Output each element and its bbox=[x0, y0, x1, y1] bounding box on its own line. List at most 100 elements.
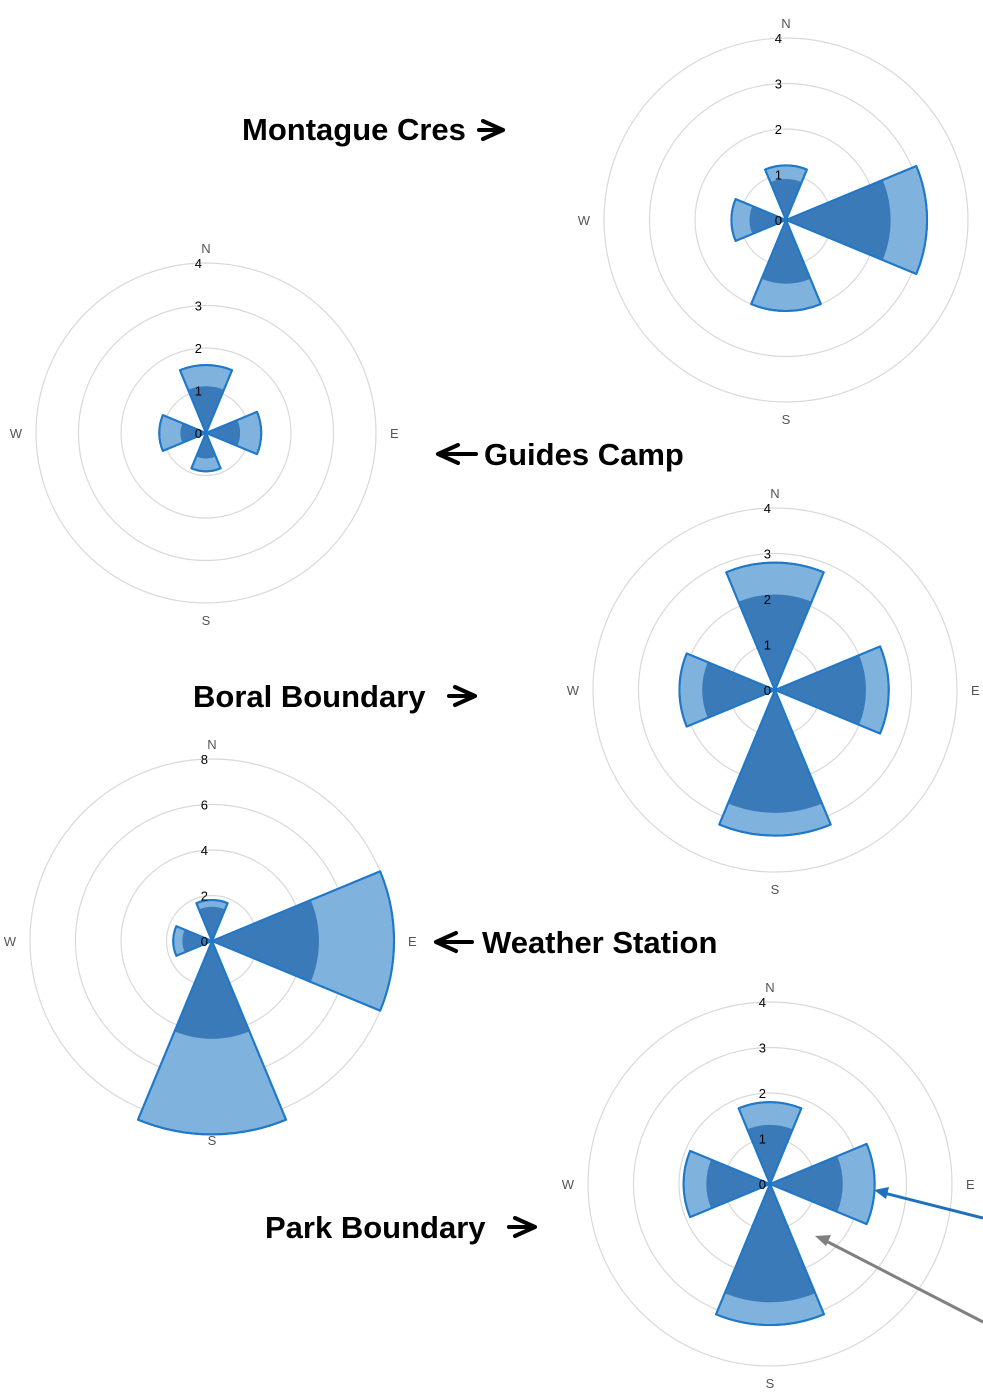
sector-outline-s bbox=[715, 1183, 825, 1327]
grid-ring bbox=[120, 347, 292, 519]
site-label-text: Boral Boundary bbox=[193, 679, 426, 714]
site-label-guides-camp: Guides Camp bbox=[436, 437, 684, 472]
sector-outline-e bbox=[774, 645, 890, 735]
compass-label-w: W bbox=[578, 213, 591, 228]
grid-ring bbox=[35, 262, 377, 604]
compass-label-e: E bbox=[966, 1177, 975, 1192]
compass-label-w: W bbox=[10, 426, 23, 441]
sector-inner-e bbox=[770, 1156, 843, 1212]
radial-tick-label: 0 bbox=[201, 934, 208, 949]
radial-tick-label: 4 bbox=[759, 995, 766, 1010]
sector-inner-s bbox=[196, 433, 216, 459]
radial-tick-label: 2 bbox=[764, 592, 771, 607]
sector-outline-n bbox=[178, 364, 234, 434]
site-label-park-boundary: Park Boundary bbox=[265, 1210, 537, 1245]
arrowhead-icon bbox=[815, 1235, 831, 1246]
sector-outline-n bbox=[195, 899, 229, 942]
grid-ring bbox=[603, 37, 969, 403]
radial-tick-label: 1 bbox=[195, 384, 202, 399]
site-label-text: Park Boundary bbox=[265, 1210, 486, 1245]
compass-label-s: S bbox=[202, 613, 211, 628]
arrowhead-icon bbox=[874, 1187, 889, 1199]
sector-inner-s bbox=[727, 690, 823, 813]
radial-tick-label: 0 bbox=[759, 1177, 766, 1192]
sector-outline-w bbox=[682, 1149, 771, 1219]
radial-tick-label: 3 bbox=[775, 77, 782, 92]
radial-tick-label: 6 bbox=[201, 798, 208, 813]
sector-outline-e bbox=[211, 870, 395, 1012]
sector-outline-e bbox=[205, 410, 263, 456]
radial-tick-label: 1 bbox=[764, 638, 771, 653]
rose-park-boundary: 0 1 2 3 4N E S W bbox=[562, 980, 975, 1391]
radial-tick-label: 1 bbox=[775, 168, 782, 183]
site-label-text: Weather Station bbox=[482, 925, 717, 960]
sector-inner-e bbox=[212, 900, 319, 982]
radial-tick-label: 0 bbox=[195, 426, 202, 441]
sector-inner-s bbox=[724, 1184, 816, 1303]
sector-inner-w bbox=[702, 662, 775, 718]
arrow-right-icon bbox=[477, 119, 505, 141]
radial-tick-label: 2 bbox=[195, 341, 202, 356]
sector-outline-s bbox=[718, 689, 832, 837]
compass-label-n: N bbox=[201, 241, 210, 256]
arrow-left-icon bbox=[436, 443, 478, 465]
sector-inner-s bbox=[761, 220, 811, 284]
radial-tick-label: 3 bbox=[759, 1041, 766, 1056]
pointer-arrow-inner bbox=[825, 1239, 983, 1324]
sector-inner-n bbox=[770, 179, 802, 220]
rose-boral-boundary: 0 1 2 3 4N E S W bbox=[567, 486, 980, 897]
sector-inner-w bbox=[180, 423, 206, 443]
compass-label-e: E bbox=[971, 683, 980, 698]
radial-tick-label: 2 bbox=[775, 122, 782, 137]
grid-ring bbox=[587, 1001, 953, 1367]
arrow-left-icon bbox=[434, 931, 474, 953]
compass-label-s: S bbox=[782, 412, 791, 427]
sector-outline-s bbox=[190, 432, 222, 473]
radial-tick-label: 4 bbox=[764, 501, 771, 516]
sector-inner-n bbox=[747, 1124, 793, 1184]
site-label-text: Montague Cres bbox=[242, 112, 466, 147]
radial-tick-label: 8 bbox=[201, 752, 208, 767]
sector-inner-n bbox=[738, 594, 812, 690]
sector-inner-w bbox=[749, 206, 786, 234]
site-label-text: Guides Camp bbox=[484, 437, 684, 472]
compass-label-w: W bbox=[4, 934, 17, 949]
site-label-weather-station: Weather Station bbox=[434, 925, 717, 960]
sector-outline-s bbox=[750, 219, 822, 312]
sector-outline-e bbox=[769, 1142, 876, 1226]
radial-tick-label: 4 bbox=[195, 256, 202, 271]
radial-tick-label: 2 bbox=[759, 1086, 766, 1101]
arrow-right-icon bbox=[447, 685, 477, 707]
sector-outline-w bbox=[678, 652, 776, 728]
sector-inner-e bbox=[775, 655, 866, 725]
sector-outline-n bbox=[737, 1101, 803, 1185]
sector-outline-w bbox=[158, 414, 207, 452]
sector-inner-e bbox=[786, 179, 891, 261]
compass-label-n: N bbox=[765, 980, 774, 995]
sector-inner-w bbox=[182, 929, 212, 953]
radial-tick-label: 3 bbox=[764, 547, 771, 562]
arrow-right-icon bbox=[507, 1216, 537, 1238]
annotation-arrows bbox=[815, 1187, 983, 1324]
compass-label-e: E bbox=[390, 426, 399, 441]
sector-inner-s bbox=[174, 941, 250, 1039]
radial-tick-label: 2 bbox=[201, 889, 208, 904]
grid-ring bbox=[592, 507, 958, 873]
compass-label-n: N bbox=[770, 486, 779, 501]
radial-tick-label: 0 bbox=[775, 213, 782, 228]
sector-outline-e bbox=[785, 165, 929, 275]
compass-label-n: N bbox=[781, 16, 790, 31]
sector-outline-n bbox=[764, 164, 808, 221]
radial-tick-label: 4 bbox=[775, 31, 782, 46]
grid-ring bbox=[77, 304, 335, 562]
compass-label-w: W bbox=[562, 1177, 575, 1192]
sector-outline-s bbox=[137, 940, 287, 1136]
sector-inner-e bbox=[206, 419, 240, 447]
radial-tick-label: 3 bbox=[195, 299, 202, 314]
rose-weather-station: 0 2 4 6 8N E S W bbox=[4, 737, 417, 1148]
compass-label-s: S bbox=[208, 1133, 217, 1148]
sector-inner-w bbox=[706, 1159, 770, 1209]
rose-guides-camp: 0 1 2 3 4N E S W bbox=[10, 241, 399, 628]
radial-tick-label: 0 bbox=[764, 683, 771, 698]
